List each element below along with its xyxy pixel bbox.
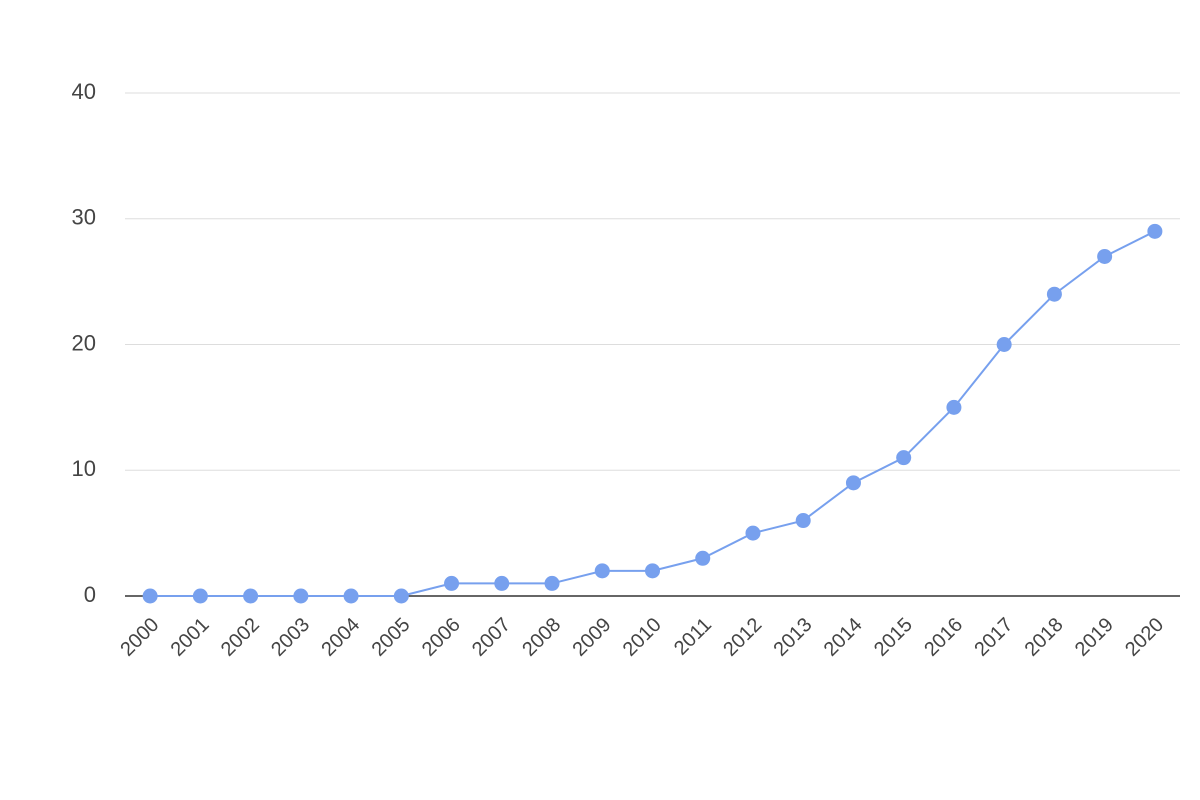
point (695, 550, 711, 566)
point (946, 399, 962, 415)
point (494, 575, 510, 591)
point (845, 475, 861, 491)
point (1097, 248, 1113, 264)
point (745, 525, 761, 541)
point (544, 575, 560, 591)
point (996, 337, 1012, 352)
point (293, 588, 309, 604)
point (444, 575, 460, 591)
point (896, 450, 912, 466)
point (142, 588, 158, 604)
point (393, 588, 409, 604)
point (645, 563, 660, 579)
point (1046, 286, 1062, 302)
y-tick-label: 10 (72, 456, 96, 481)
point (243, 588, 259, 604)
y-tick-label: 40 (72, 79, 96, 104)
point (594, 563, 610, 579)
y-tick-label: 20 (72, 330, 96, 355)
point (343, 588, 359, 604)
point (1147, 223, 1163, 239)
y-tick-label: 30 (72, 205, 96, 230)
point (192, 588, 208, 604)
point (795, 513, 811, 529)
y-tick-label: 0 (84, 582, 96, 607)
